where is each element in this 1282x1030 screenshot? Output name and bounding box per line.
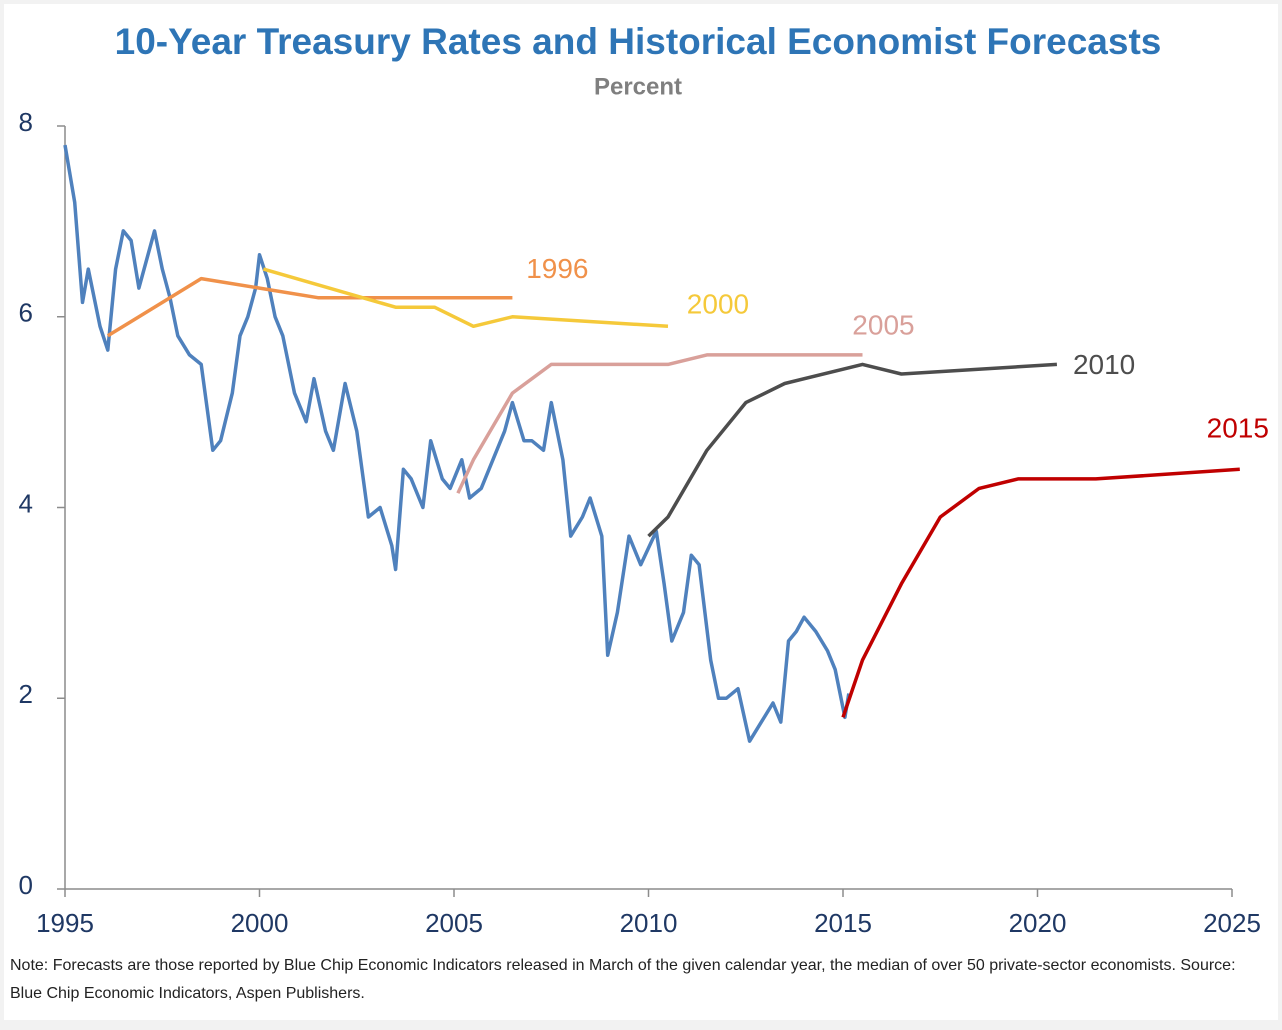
y-tick-label: 6 [19,298,33,328]
series-line [63,144,851,743]
series-line [841,467,1240,718]
x-tick-label: 2005 [425,908,483,938]
chart-subtitle: Percent [594,73,682,100]
x-tick-label: 2010 [620,908,678,938]
chart-frame [4,4,1278,1020]
series-line [106,276,513,338]
series-label: 2005 [852,309,914,340]
x-tick-label: 2025 [1203,908,1261,938]
series-label: 2010 [1073,349,1135,380]
x-tick-label: 1995 [36,908,94,938]
series-line [262,267,669,329]
series-line [647,362,1058,538]
y-tick-label: 0 [19,870,33,900]
y-tick-label: 8 [19,107,33,137]
y-tick-label: 4 [19,488,33,518]
x-tick-label: 2015 [814,908,872,938]
series-line [456,353,863,494]
chart-title: 10-Year Treasury Rates and Historical Ec… [115,21,1162,62]
series-label: 1996 [526,253,588,284]
y-tick-label: 2 [19,679,33,709]
chart-note: Note: Forecasts are those reported by Bl… [10,957,1236,1002]
series-label: 2015 [1207,413,1269,444]
x-tick-label: 2000 [231,908,289,938]
series-label: 2000 [687,289,749,320]
x-tick-label: 2020 [1009,908,1067,938]
